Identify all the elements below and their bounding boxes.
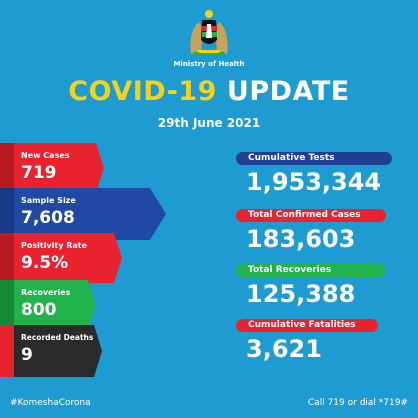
recorded-deaths-card: Recorded Deaths 9 xyxy=(0,325,102,377)
sample-size-card: Sample Size 7,608 xyxy=(0,188,166,240)
total-recoveries-value: 125,388 xyxy=(246,280,356,308)
cumulative-fatalities-label: Cumulative Fatalities xyxy=(248,320,356,330)
total-confirmed-label: Total Confirmed Cases xyxy=(248,210,361,220)
recorded-deaths-value: 9 xyxy=(21,345,33,365)
recoveries-label: Recoveries xyxy=(21,288,71,297)
positivity-rate-label: Positivity Rate xyxy=(21,241,88,250)
recoveries-value: 800 xyxy=(21,300,57,320)
title-update: UPDATE xyxy=(226,76,350,107)
new-cases-banner xyxy=(0,143,104,193)
cumulative-fatalities-pill: Cumulative Fatalities xyxy=(236,319,378,332)
new-cases-value: 719 xyxy=(21,163,57,183)
recoveries-banner xyxy=(0,280,96,330)
recorded-deaths-label: Recorded Deaths xyxy=(21,333,94,342)
total-confirmed-value: 183,603 xyxy=(246,225,356,253)
sample-size-banner xyxy=(0,188,166,240)
total-recoveries-label: Total Recoveries xyxy=(248,265,332,275)
ministry-name: Ministry of Health xyxy=(173,60,245,68)
report-date: 29th June 2021 xyxy=(157,116,261,130)
positivity-rate-banner xyxy=(0,233,122,283)
cumulative-tests-label: Cumulative Tests xyxy=(248,153,335,163)
cumulative-tests-value: 1,953,344 xyxy=(246,168,382,196)
positivity-rate-card: Positivity Rate 9.5% xyxy=(0,233,122,283)
sample-size-label: Sample Size xyxy=(21,196,76,205)
sample-size-value: 7,608 xyxy=(21,208,75,228)
total-confirmed-pill: Total Confirmed Cases xyxy=(236,209,386,222)
new-cases-card: New Cases 719 xyxy=(0,143,104,193)
recoveries-card: Recoveries 800 xyxy=(0,280,96,330)
hashtag-text: #KomeshaCorona xyxy=(10,398,91,408)
positivity-rate-value: 9.5% xyxy=(21,253,69,273)
recorded-deaths-banner xyxy=(0,325,102,377)
cumulative-tests-pill: Cumulative Tests xyxy=(236,152,392,165)
new-cases-label: New Cases xyxy=(21,151,70,160)
title-covid: COVID-19 xyxy=(68,76,217,107)
hotline-text: Call 719 or dial *719# xyxy=(307,398,408,408)
cumulative-fatalities-value: 3,621 xyxy=(246,335,322,363)
page-title: COVID-19 UPDATE xyxy=(0,76,418,107)
total-recoveries-pill: Total Recoveries xyxy=(236,264,386,277)
coat-of-arms-emblem xyxy=(190,10,228,56)
